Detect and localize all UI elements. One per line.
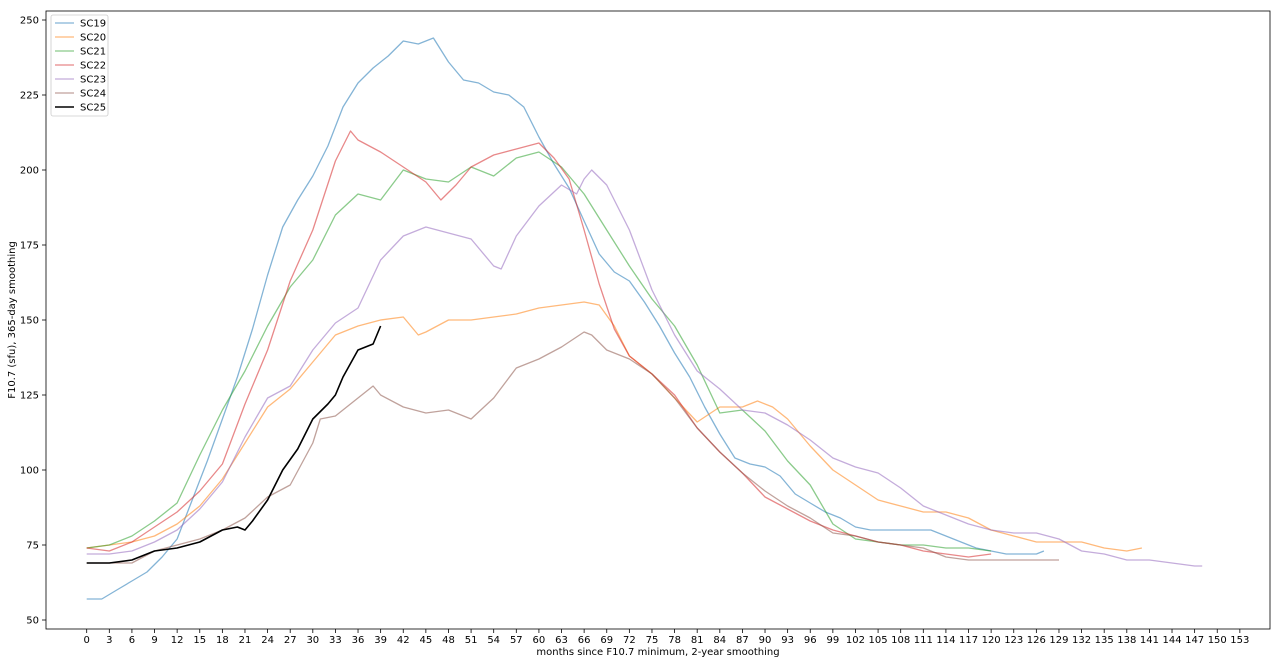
x-tick-label: 90 (759, 635, 772, 646)
x-tick-label: 108 (891, 635, 910, 646)
x-tick-label: 48 (442, 635, 455, 646)
x-tick-label: 15 (193, 635, 206, 646)
x-tick-label: 126 (1027, 635, 1046, 646)
x-tick-label: 120 (982, 635, 1001, 646)
x-tick-label: 75 (646, 635, 659, 646)
x-tick-label: 117 (959, 635, 978, 646)
x-tick-label: 60 (533, 635, 546, 646)
legend-label-sc20: SC20 (80, 33, 106, 44)
legend-label-sc24: SC24 (80, 89, 106, 100)
x-tick-label: 66 (578, 635, 591, 646)
x-tick-label: 18 (216, 635, 229, 646)
x-tick-label: 129 (1049, 635, 1068, 646)
y-axis-label: F10.7 (sfu), 365-day smoothing (7, 241, 18, 399)
series-line-sc25 (86, 325, 382, 564)
x-tick-label: 87 (736, 635, 749, 646)
x-tick-label: 93 (781, 635, 794, 646)
y-tick-label: 75 (26, 541, 39, 552)
y-tick-label: 200 (20, 166, 39, 177)
x-axis-label: months since F10.7 minimum, 2-year smoot… (536, 647, 779, 658)
x-tick-label: 114 (936, 635, 955, 646)
x-tick-label: 123 (1004, 635, 1023, 646)
series-line-sc19 (86, 37, 1045, 600)
x-tick-label: 153 (1230, 635, 1249, 646)
series-line-sc22 (86, 130, 992, 558)
x-tick-label: 141 (1140, 635, 1159, 646)
y-tick-label: 125 (20, 391, 39, 402)
x-tick-label: 144 (1162, 635, 1181, 646)
x-tick-label: 6 (129, 635, 135, 646)
x-tick-label: 51 (465, 635, 478, 646)
legend-label-sc22: SC22 (80, 61, 106, 72)
x-tick-label: 72 (623, 635, 636, 646)
y-tick-label: 50 (26, 616, 39, 627)
x-tick-label: 3 (106, 635, 112, 646)
x-tick-label: 36 (352, 635, 365, 646)
plot-frame (45, 10, 1271, 630)
legend-label-sc19: SC19 (80, 19, 106, 30)
x-tick-label: 27 (284, 635, 297, 646)
x-tick-label: 138 (1117, 635, 1136, 646)
x-tick-label: 111 (914, 635, 933, 646)
x-tick-label: 135 (1095, 635, 1114, 646)
x-tick-label: 99 (826, 635, 839, 646)
series-line-sc23 (86, 169, 1203, 567)
x-tick-label: 9 (151, 635, 157, 646)
x-tick-label: 45 (419, 635, 432, 646)
x-tick-label: 39 (374, 635, 387, 646)
series-line-sc21 (86, 151, 992, 552)
y-tick-label: 175 (20, 241, 39, 252)
y-tick-label: 225 (20, 91, 39, 102)
x-tick-label: 102 (846, 635, 865, 646)
y-tick-label: 100 (20, 466, 39, 477)
x-axis: 0 3 6 9 12 15 18 21 24 27 30 33 36 39 42 45 48 51 54 57 60 63… (84, 629, 1249, 646)
x-tick-label: 84 (713, 635, 726, 646)
x-tick-label: 96 (804, 635, 817, 646)
x-tick-label: 24 (261, 635, 274, 646)
x-tick-label: 81 (691, 635, 704, 646)
x-tick-label: 21 (239, 635, 252, 646)
x-tick-label: 69 (600, 635, 613, 646)
x-tick-label: 78 (668, 635, 681, 646)
x-tick-label: 33 (329, 635, 342, 646)
x-tick-label: 54 (487, 635, 500, 646)
x-tick-label: 42 (397, 635, 410, 646)
legend-label-sc25: SC25 (80, 103, 106, 114)
series-line-sc24 (86, 331, 1059, 564)
legend-label-sc23: SC23 (80, 75, 106, 86)
x-tick-label: 105 (869, 635, 888, 646)
y-axis: 50 75 100 125 150 175 200 225 250 (20, 16, 46, 627)
series-layer (86, 37, 1203, 600)
x-tick-label: 30 (306, 635, 319, 646)
y-tick-label: 250 (20, 16, 39, 27)
y-tick-label: 150 (20, 316, 39, 327)
legend: SC19 SC20 SC21 SC22 SC23 SC24 SC25 (50, 14, 109, 117)
legend-box (50, 14, 109, 117)
x-tick-label: 147 (1185, 635, 1204, 646)
legend-label-sc21: SC21 (80, 47, 106, 58)
x-tick-label: 150 (1208, 635, 1227, 646)
x-tick-label: 132 (1072, 635, 1091, 646)
x-tick-label: 12 (171, 635, 184, 646)
x-tick-label: 0 (84, 635, 90, 646)
x-tick-label: 57 (510, 635, 523, 646)
series-line-sc20 (86, 301, 1143, 552)
x-tick-label: 63 (555, 635, 568, 646)
